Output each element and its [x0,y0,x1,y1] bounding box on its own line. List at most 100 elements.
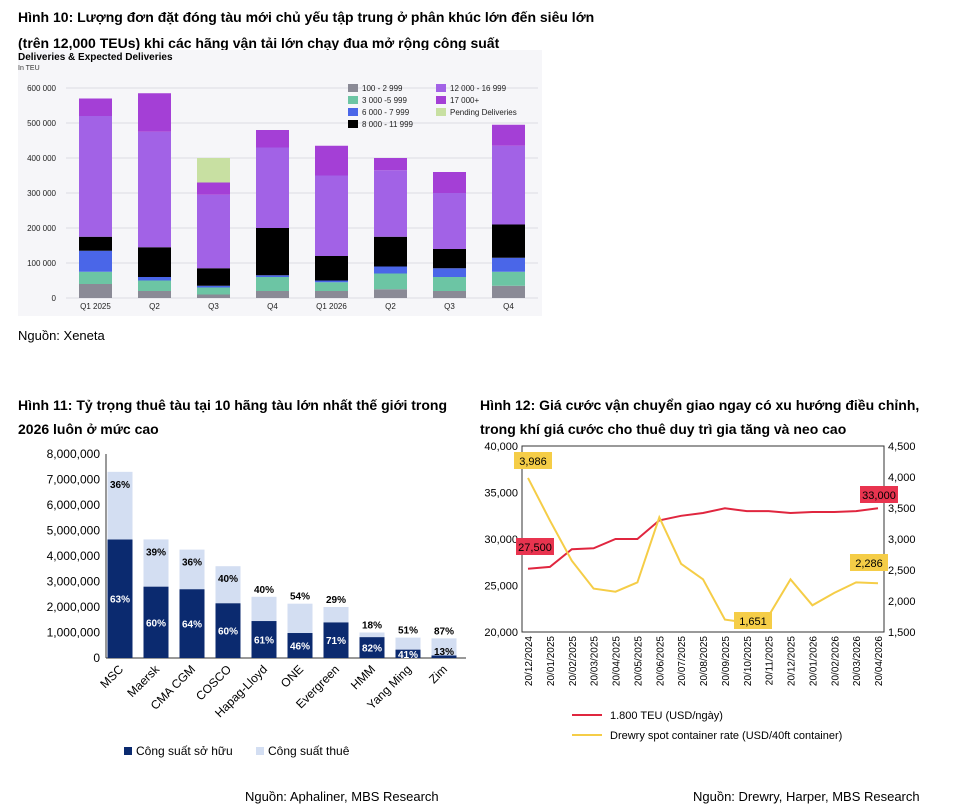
x-tick-label: 20/03/2026 [852,636,863,686]
legend-swatch-chartered [256,747,264,755]
x-tick-label: 20/10/2025 [743,636,754,686]
fig12-caption-line1: Hình 12: Giá cước vận chuyển giao ngay c… [480,397,920,413]
data-label-owned: 41% [398,650,418,661]
bar-segment [315,145,348,176]
x-tick-label: 20/07/2025 [677,636,688,686]
data-label-owned: 64% [182,620,202,631]
bar-segment [315,256,348,281]
bar-segment [197,294,230,298]
bar-segment [79,98,112,116]
bar-segment [138,93,171,132]
y-tick-label: 400 000 [27,154,56,163]
bar-segment [256,291,289,298]
bar-segment [433,277,466,291]
data-label-chartered: 40% [254,585,274,596]
data-label-owned: 71% [326,636,346,647]
data-label-owned: 60% [218,627,238,638]
bar-chartered [143,539,169,587]
legend-label: Pending Deliveries [450,108,517,117]
data-label-chartered: 40% [218,574,238,585]
x-tick-label: 20/12/2024 [524,636,535,686]
bar-segment [79,271,112,284]
legend-label: 12 000 - 16 999 [450,84,507,93]
legend-swatch [436,108,446,116]
bar-segment [492,124,525,146]
x-tick-label: 20/11/2025 [765,636,776,686]
legend-label: 3 000 -5 999 [362,96,407,105]
legend-label: 17 000+ [450,96,479,105]
x-tick-label: Q3 [444,302,455,311]
data-label-owned: 46% [290,642,310,653]
data-label-owned: 60% [146,618,166,629]
y-tick-label: 600 000 [27,84,56,93]
y-right-tick-label: 3,500 [888,503,916,515]
bar-segment [492,145,525,225]
bar-segment [492,257,525,272]
y-left-tick-label: 40,000 [484,441,518,453]
bar-segment [433,193,466,249]
bar-segment [256,130,289,148]
y-tick-label: 4,000,000 [47,549,101,563]
legend-swatch [436,84,446,92]
bar-segment [256,275,289,277]
annotation-box [514,452,552,469]
y-tick-label: 6,000,000 [47,498,101,512]
fig10-chart-subtitle: In TEU [18,65,40,72]
y-tick-label: 8,000,000 [47,447,101,461]
legend-label-owned: Công suất sở hữu [136,744,233,758]
bar-chartered [431,638,457,656]
series-line-charter-rate [527,507,879,570]
bar-segment [197,268,230,286]
bar-chartered [323,607,349,623]
bar-segment [256,228,289,276]
y-right-tick-label: 2,500 [888,565,916,577]
legend-swatch [348,84,358,92]
annotation-label: 33,000 [862,490,896,502]
y-left-tick-label: 35,000 [484,488,518,500]
bar-segment [374,266,407,274]
x-tick-label: Q3 [208,302,219,311]
x-tick-label: 20/05/2025 [633,636,644,686]
annotation-label: 1,651 [739,616,767,628]
y-left-tick-label: 20,000 [484,627,518,639]
y-right-tick-label: 1,500 [888,627,916,639]
x-tick-label: 20/09/2025 [721,636,732,686]
legend-swatch-owned [124,747,132,755]
fig10-caption-line1: Hình 10: Lượng đơn đặt đóng tàu mới chủ … [18,9,595,25]
legend-label-charter-rate: 1.800 TEU (USD/ngày) [610,710,723,722]
bar-segment [433,268,466,277]
bar-segment [138,280,171,291]
x-tick-label: ONE [278,662,306,690]
x-tick-label: 20/03/2025 [590,636,601,686]
fig11-source: Nguồn: Aphaliner, MBS Research [245,789,439,804]
y-tick-label: 5,000,000 [47,524,101,538]
bar-segment [315,280,348,283]
bar-chartered [395,637,421,650]
bar-segment [197,285,230,288]
y-tick-label: 0 [93,651,100,665]
legend-swatch [348,120,358,128]
x-tick-label: Q4 [503,302,514,311]
legend-label: 100 - 2 999 [362,84,403,93]
y-left-tick-label: 30,000 [484,534,518,546]
bar-segment [374,170,407,237]
bar-chartered [287,603,313,634]
y-right-tick-label: 4,000 [888,472,916,484]
bar-segment [433,291,466,298]
x-tick-label: 20/04/2025 [612,636,623,686]
x-tick-label: HMM [348,662,378,692]
y-tick-label: 100 000 [27,259,56,268]
x-tick-label: 20/01/2026 [808,636,819,686]
bar-owned [179,589,205,658]
bar-chartered [215,566,241,604]
plot-frame [521,445,885,633]
legend-label-chartered: Công suất thuê [268,744,350,758]
bar-segment [79,236,112,251]
fig12-chart: 20,000 25,000 30,000 35,000 40,000 1,500 2,000… [484,441,916,742]
bar-segment [138,131,171,248]
x-tick-label: Q4 [267,302,278,311]
legend-swatch [436,96,446,104]
bar-segment [138,291,171,298]
y-right-tick-label: 4,500 [888,441,916,453]
fig12-source: Nguồn: Drewry, Harper, MBS Research [693,789,920,804]
